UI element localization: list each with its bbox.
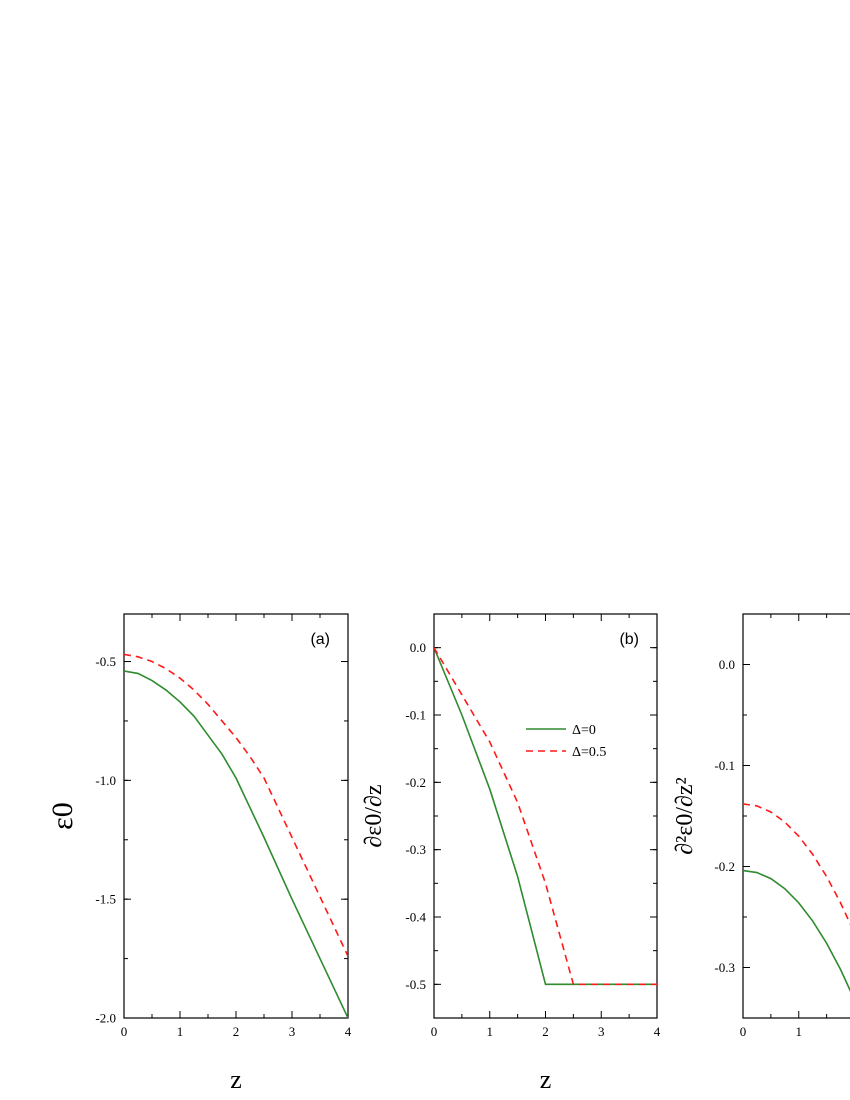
series-line-solid xyxy=(743,869,850,992)
x-tick-label: 0 xyxy=(121,1024,128,1039)
x-tick-label: 3 xyxy=(289,1024,296,1039)
y-tick-label: -2.0 xyxy=(95,1011,116,1026)
plot-frame xyxy=(123,613,349,1019)
x-tick-label: 2 xyxy=(233,1024,240,1039)
y-tick-label: -1.5 xyxy=(95,892,116,907)
panel-label: (a) xyxy=(310,631,330,648)
y-tick-label: 0.0 xyxy=(719,657,735,672)
x-tick-label: 0 xyxy=(431,1024,438,1039)
panel-b: 0 1 2 3 4 0.0 -0.1 -0.2 -0.3 -0.4 -0.5 (b) z ∂ε0/∂z Δ=… xyxy=(361,613,661,1094)
panel-c: 0 1 0.0 -0.1 -0.2 -0.3 ∂²ε0/∂z² xyxy=(672,613,850,1039)
legend-label: Δ=0.5 xyxy=(572,745,606,760)
legend-label: Δ=0 xyxy=(572,723,596,738)
y-tick-label: -0.1 xyxy=(714,758,735,773)
panel-a: 0 1 2 3 4 -0.5 -1.0 -1.5 -2.0 (a) z ε0 xyxy=(46,613,352,1094)
x-axis-title: z xyxy=(540,1065,552,1094)
y-tick-label: -0.4 xyxy=(405,910,426,925)
y-tick-label: -1.0 xyxy=(95,773,116,788)
y-tick-label: -0.1 xyxy=(405,708,426,723)
x-axis-title: z xyxy=(230,1065,242,1094)
x-tick-label: 1 xyxy=(487,1024,494,1039)
series-line-solid xyxy=(434,647,657,986)
panel-label: (b) xyxy=(619,631,639,648)
x-tick-label: 1 xyxy=(177,1024,184,1039)
y-axis-title: ∂²ε0/∂z² xyxy=(672,777,698,855)
y-tick-label: -0.3 xyxy=(714,960,735,975)
y-tick-label: 0.0 xyxy=(410,640,426,655)
x-tick-label: 2 xyxy=(542,1024,549,1039)
x-tick-label: 3 xyxy=(598,1024,605,1039)
x-tick-label: 4 xyxy=(654,1024,661,1039)
x-tick-label: 4 xyxy=(345,1024,352,1039)
y-axis-title: ε0 xyxy=(46,802,79,830)
y-tick-label: -0.2 xyxy=(714,859,735,874)
x-tick-label: 0 xyxy=(740,1024,747,1039)
y-tick-label: -0.2 xyxy=(405,775,426,790)
series-line-dashed xyxy=(434,647,657,986)
y-tick-label: -0.3 xyxy=(405,842,426,857)
plot-frame xyxy=(433,613,658,1019)
series-line-dashed xyxy=(124,653,348,957)
y-tick-label: -0.5 xyxy=(405,977,426,992)
y-tick-label: -0.5 xyxy=(95,654,116,669)
series-line-dashed xyxy=(743,803,850,926)
series-line-solid xyxy=(124,670,348,1018)
y-axis-title: ∂ε0/∂z xyxy=(361,784,387,847)
x-tick-label: 1 xyxy=(796,1024,803,1039)
